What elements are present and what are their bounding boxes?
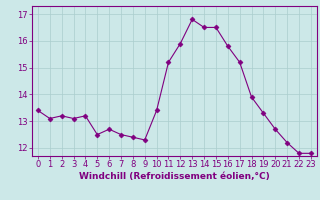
X-axis label: Windchill (Refroidissement éolien,°C): Windchill (Refroidissement éolien,°C)	[79, 172, 270, 181]
